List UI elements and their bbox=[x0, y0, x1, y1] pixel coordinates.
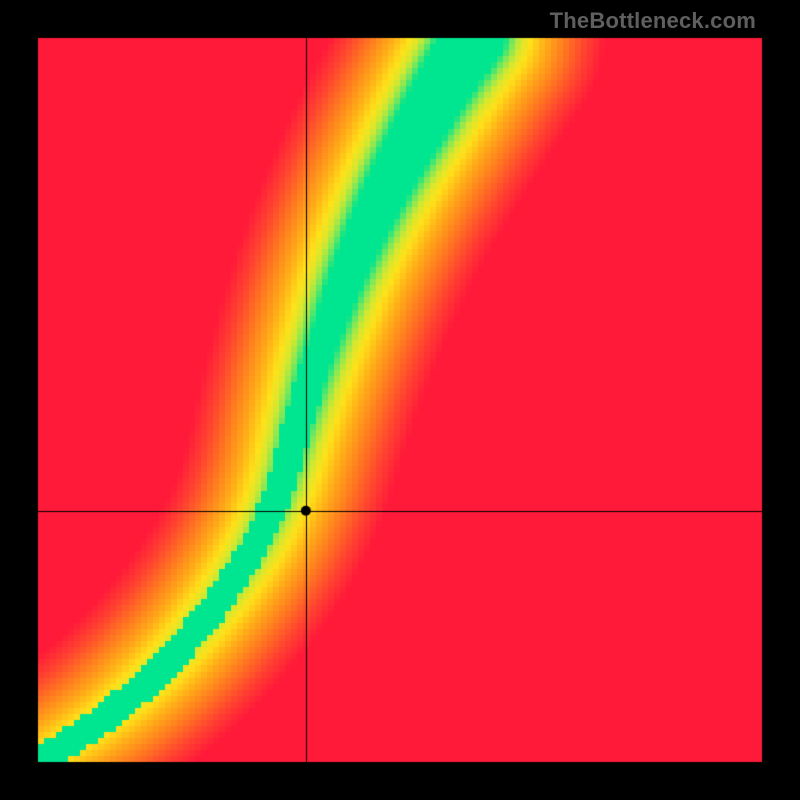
chart-container: { "meta": { "watermark_text": "TheBottle… bbox=[0, 0, 800, 800]
bottleneck-heatmap bbox=[0, 0, 800, 800]
watermark-text: TheBottleneck.com bbox=[550, 8, 756, 34]
